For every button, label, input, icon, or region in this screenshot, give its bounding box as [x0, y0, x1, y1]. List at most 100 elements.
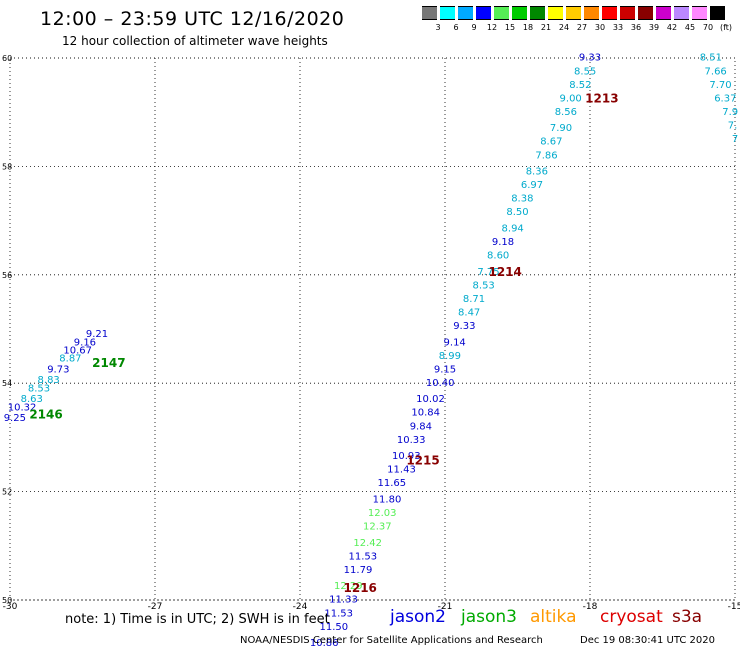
wave-height-value: 9.33: [579, 53, 601, 64]
wave-height-value: 8.83: [38, 375, 60, 386]
legend-swatch: [548, 6, 563, 20]
wave-height-value: 9.21: [86, 329, 108, 340]
map-grid: [9, 57, 736, 601]
wave-height-value: 12.37: [363, 522, 392, 533]
legend-label: 6: [453, 23, 459, 32]
wave-height-value: 9.33: [453, 321, 475, 332]
wave-height-value: 11.79: [344, 565, 373, 576]
wave-height-value: 8.67: [540, 137, 562, 148]
legend-swatch: [566, 6, 581, 20]
wave-height-value: 10.93: [392, 451, 421, 462]
wave-height-value: 8.47: [458, 307, 480, 318]
legend-label: 18: [522, 23, 534, 32]
wave-height-value: 8.50: [506, 207, 528, 218]
legend-label: 3: [435, 23, 441, 32]
legend-label: 15: [504, 23, 516, 32]
wave-height-value: 7.9: [722, 107, 738, 118]
wave-height-value: 10.02: [416, 394, 445, 405]
wave-height-value: 9.15: [434, 364, 456, 375]
wave-height-value: 8.99: [439, 351, 461, 362]
x-tick-label: -18: [583, 602, 598, 612]
wave-height-value: 6.37: [714, 93, 736, 104]
track-time-labels: 1213 1214 1215 1216 2147 2146: [29, 91, 618, 594]
y-tick-label: 58: [2, 162, 12, 171]
pass-time-label: 1213: [585, 91, 618, 105]
wave-height-value: 7.90: [550, 123, 572, 134]
wave-height-value: 8.56: [555, 107, 577, 118]
wave-height-value: 8.38: [511, 194, 533, 205]
wave-height-value: 7.86: [535, 150, 557, 161]
wave-height-value: 11.53: [349, 551, 378, 562]
legend-label: 45: [684, 23, 696, 32]
legend-label: (ft): [719, 23, 733, 32]
wave-height-value: 8.94: [502, 223, 524, 234]
wave-height-value: 11.33: [329, 595, 358, 606]
wave-height-value: 8.53: [473, 280, 495, 291]
wave-height-value: 8.87: [59, 354, 81, 365]
legend-swatch: [458, 6, 473, 20]
wave-height-value: 10.32: [8, 402, 37, 413]
wave-height-value: 12.03: [368, 508, 397, 519]
wave-height-value: 7.70: [709, 80, 731, 91]
wave-height-value: 9.00: [560, 93, 582, 104]
wave-height-value: 8.60: [487, 251, 509, 262]
wave-height-value: 10.40: [426, 378, 455, 389]
legend-label: 70: [702, 23, 714, 32]
axis-tick-labels: -30 -27 -24 -21 -18 -15 60 58 56 54 52 50: [2, 54, 740, 612]
legend-swatch: [584, 6, 599, 20]
legend-label: 24: [558, 23, 570, 32]
x-tick-label: -27: [148, 602, 163, 612]
wave-height-value: 12.42: [353, 538, 382, 549]
wave-height-value: 8.52: [569, 80, 591, 91]
wave-height-value: 11.43: [387, 465, 416, 476]
wave-height-value: 7.66: [705, 66, 727, 77]
legend-swatch: [710, 6, 725, 20]
pass-time-label: 1214: [489, 265, 522, 279]
legend-label: 21: [540, 23, 552, 32]
legend-swatch: [530, 6, 545, 20]
y-tick-label: 50: [2, 596, 12, 605]
wave-height-value: 8.36: [526, 167, 548, 178]
legend-label: 9: [471, 23, 477, 32]
legend-swatch: [602, 6, 617, 20]
pass-time-label: 1216: [344, 581, 377, 595]
legend-swatch: [494, 6, 509, 20]
wave-height-value: 10.86: [310, 638, 339, 649]
legend-label: 27: [576, 23, 588, 32]
legend-swatch: [638, 6, 653, 20]
wave-height-value: 11.50: [320, 622, 349, 633]
map-subtitle: 12 hour collection of altimeter wave hei…: [62, 34, 328, 48]
wave-height-value: 12.29: [334, 581, 363, 592]
x-tick-label: -15: [728, 602, 740, 612]
legend-label: 36: [630, 23, 642, 32]
legend-swatch: [512, 6, 527, 20]
legend-swatch: [620, 6, 635, 20]
x-tick-label: -30: [3, 602, 18, 612]
wave-height-value: 8.55: [574, 66, 596, 77]
y-tick-label: 54: [2, 379, 12, 388]
wave-height-value: 7.: [728, 120, 738, 131]
x-tick-label: -24: [293, 602, 308, 612]
legend-swatch: [440, 6, 455, 20]
wave-height-value: 9.16: [74, 337, 96, 348]
wave-height-value: 7: [732, 134, 738, 145]
legend-label: 12: [486, 23, 498, 32]
wave-height-value: 10.33: [397, 435, 426, 446]
legend-swatch: [422, 6, 437, 20]
legend-swatch: [674, 6, 689, 20]
wave-height-value: 8.63: [21, 394, 43, 405]
legend-swatch: [476, 6, 491, 20]
pass-time-label: 2146: [29, 407, 62, 421]
wave-height-value: 8.51: [700, 53, 722, 64]
wave-height-value: 10.67: [63, 345, 92, 356]
wave-height-value: 8.71: [463, 294, 485, 305]
wave-height-value: 11.53: [324, 608, 353, 619]
wave-height-value: 9.25: [4, 413, 26, 424]
legend-swatch: [656, 6, 671, 20]
wave-height-value: 9.84: [410, 421, 432, 432]
wave-height-points: 9.33 8.55 8.52 9.00 8.56 7.90 8.67 7.86 8.36 6.97…: [4, 53, 738, 649]
wave-height-value: 11.65: [378, 478, 407, 489]
legend-swatch: [692, 6, 707, 20]
pass-time-label: 1215: [406, 454, 439, 468]
